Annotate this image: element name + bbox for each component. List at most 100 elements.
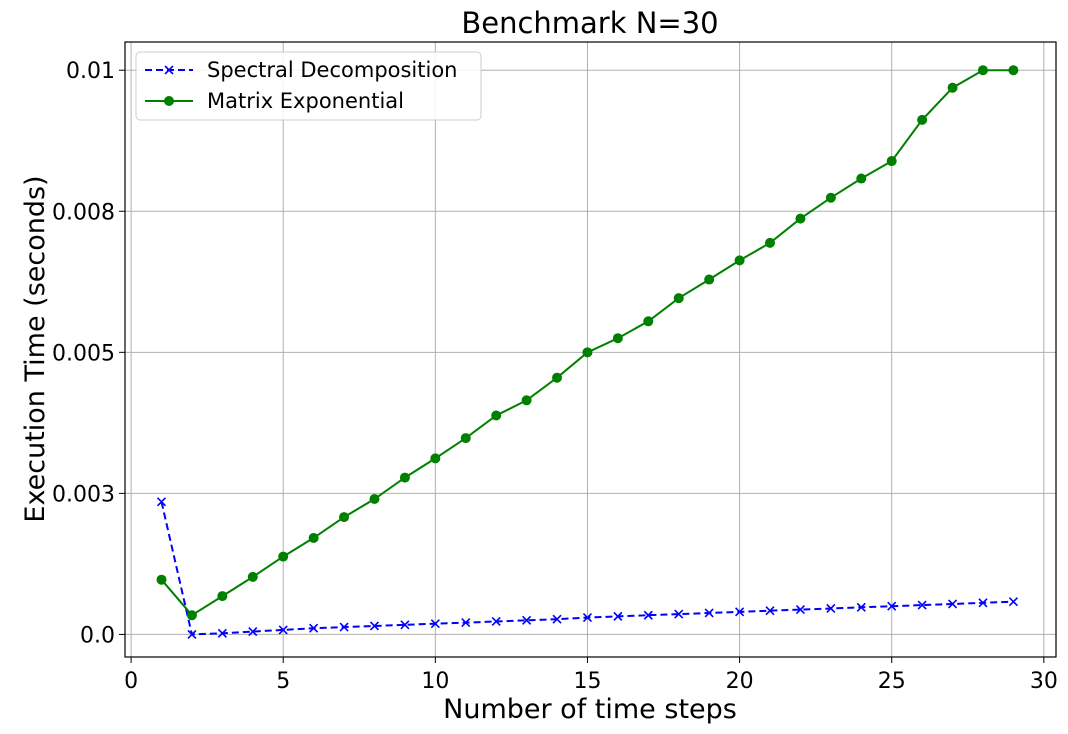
marker-stroke [369,621,380,631]
marker-stroke [735,607,745,617]
y-axis-title: Execution Time (seconds) [20,175,51,522]
marker-stroke [704,608,714,618]
legend-box [135,51,482,121]
data-point-spectral-decomposition [826,603,836,614]
legend: Spectral Decomposition Matrix Exponential [135,51,482,121]
series-spectral-decomposition [156,497,1018,639]
data-point-matrix-exponential [612,333,623,344]
data-point-matrix-exponential [430,453,441,464]
marker-stroke [522,615,532,625]
data-point-matrix-exponential [460,433,471,444]
data-point-matrix-exponential [765,237,776,248]
data-point-matrix-exponential [186,610,197,621]
legend-entry-matrix-exponential: Matrix Exponential [145,89,404,113]
data-point-matrix-exponential [977,65,988,76]
marker-stroke [765,606,775,616]
data-point-spectral-decomposition [339,622,349,632]
data-point-spectral-decomposition [187,629,197,639]
data-point-matrix-exponential [643,316,654,327]
data-point-matrix-exponential [856,173,867,184]
x-tick-label: 20 [726,669,754,694]
legend-label: Spectral Decomposition [207,58,458,82]
data-point-spectral-decomposition [309,623,319,633]
data-point-spectral-decomposition [704,608,714,618]
data-point-matrix-exponential [552,372,563,383]
data-point-spectral-decomposition [735,607,745,617]
data-point-matrix-exponential [582,347,593,358]
y-tick-label: 0.0 [80,623,115,648]
marker-stroke [947,599,958,609]
x-axis-title: Number of time steps [443,694,737,725]
marker-stroke [491,616,501,627]
marker-stroke [156,497,167,507]
data-point-spectral-decomposition [1008,597,1018,607]
data-point-spectral-decomposition [278,625,288,635]
marker-stroke [248,627,258,637]
marker-stroke [856,602,866,612]
chart-title: Benchmark N=30 [461,6,718,40]
y-tick-label: 0.003 [52,482,115,507]
marker-stroke [552,614,562,624]
plot-frame [124,41,1057,658]
y-tick-label: 0.005 [52,341,115,366]
data-point-spectral-decomposition [674,609,684,619]
data-point-spectral-decomposition [947,599,958,609]
data-point-matrix-exponential [673,293,684,304]
x-tick-label: 10 [421,669,449,694]
data-point-spectral-decomposition [248,627,258,637]
data-point-spectral-decomposition [552,614,562,624]
data-point-matrix-exponential [217,591,228,602]
data-point-spectral-decomposition [856,602,866,612]
data-point-spectral-decomposition [369,621,380,631]
marker-stroke [461,618,471,628]
marker-stroke [978,598,988,608]
data-point-matrix-exponential [156,574,167,585]
data-point-spectral-decomposition [461,618,471,628]
legend-swatch-marker [164,65,174,75]
marker-stroke [309,623,319,633]
data-point-matrix-exponential [491,410,502,421]
data-point-matrix-exponential [521,395,532,406]
data-point-spectral-decomposition [643,610,653,620]
y-axis: 0.0 0.003 0.005 0.008 0.01 [52,59,125,648]
marker-stroke [795,605,805,615]
marker-stroke [217,628,227,638]
data-point-matrix-exponential [278,551,289,562]
x-tick-label: 15 [573,669,601,694]
data-point-spectral-decomposition [765,606,775,616]
x-tick-label: 25 [878,669,906,694]
legend-label: Matrix Exponential [207,89,404,113]
data-point-matrix-exponential [886,156,897,167]
marker-stroke [339,622,349,632]
data-point-spectral-decomposition [430,619,440,629]
data-point-spectral-decomposition [522,615,532,625]
marker-stroke [1008,597,1018,607]
data-point-matrix-exponential [399,472,410,483]
series-matrix-exponential [156,65,1019,621]
x-tick-label: 30 [1030,669,1058,694]
data-point-spectral-decomposition [217,628,227,638]
x-tick-label: 0 [124,669,138,694]
data-point-matrix-exponential [917,114,928,125]
marker-stroke [674,609,684,619]
marker-stroke [613,611,623,621]
plot-series [156,65,1019,639]
data-point-matrix-exponential [734,255,745,266]
data-point-matrix-exponential [247,571,258,582]
marker-stroke [430,619,440,629]
data-point-matrix-exponential [795,213,806,224]
data-point-matrix-exponential [825,192,836,203]
data-point-spectral-decomposition [582,612,593,623]
data-point-matrix-exponential [1008,65,1019,76]
marker-stroke [278,625,288,635]
data-point-spectral-decomposition [613,611,623,621]
y-tick-label: 0.008 [52,200,115,225]
data-point-spectral-decomposition [795,605,805,615]
marker-stroke [582,612,593,623]
marker-stroke [917,600,927,610]
marker-stroke [643,610,653,620]
x-tick-label: 5 [276,669,290,694]
marker-stroke [164,65,174,75]
data-point-spectral-decomposition [917,600,927,610]
